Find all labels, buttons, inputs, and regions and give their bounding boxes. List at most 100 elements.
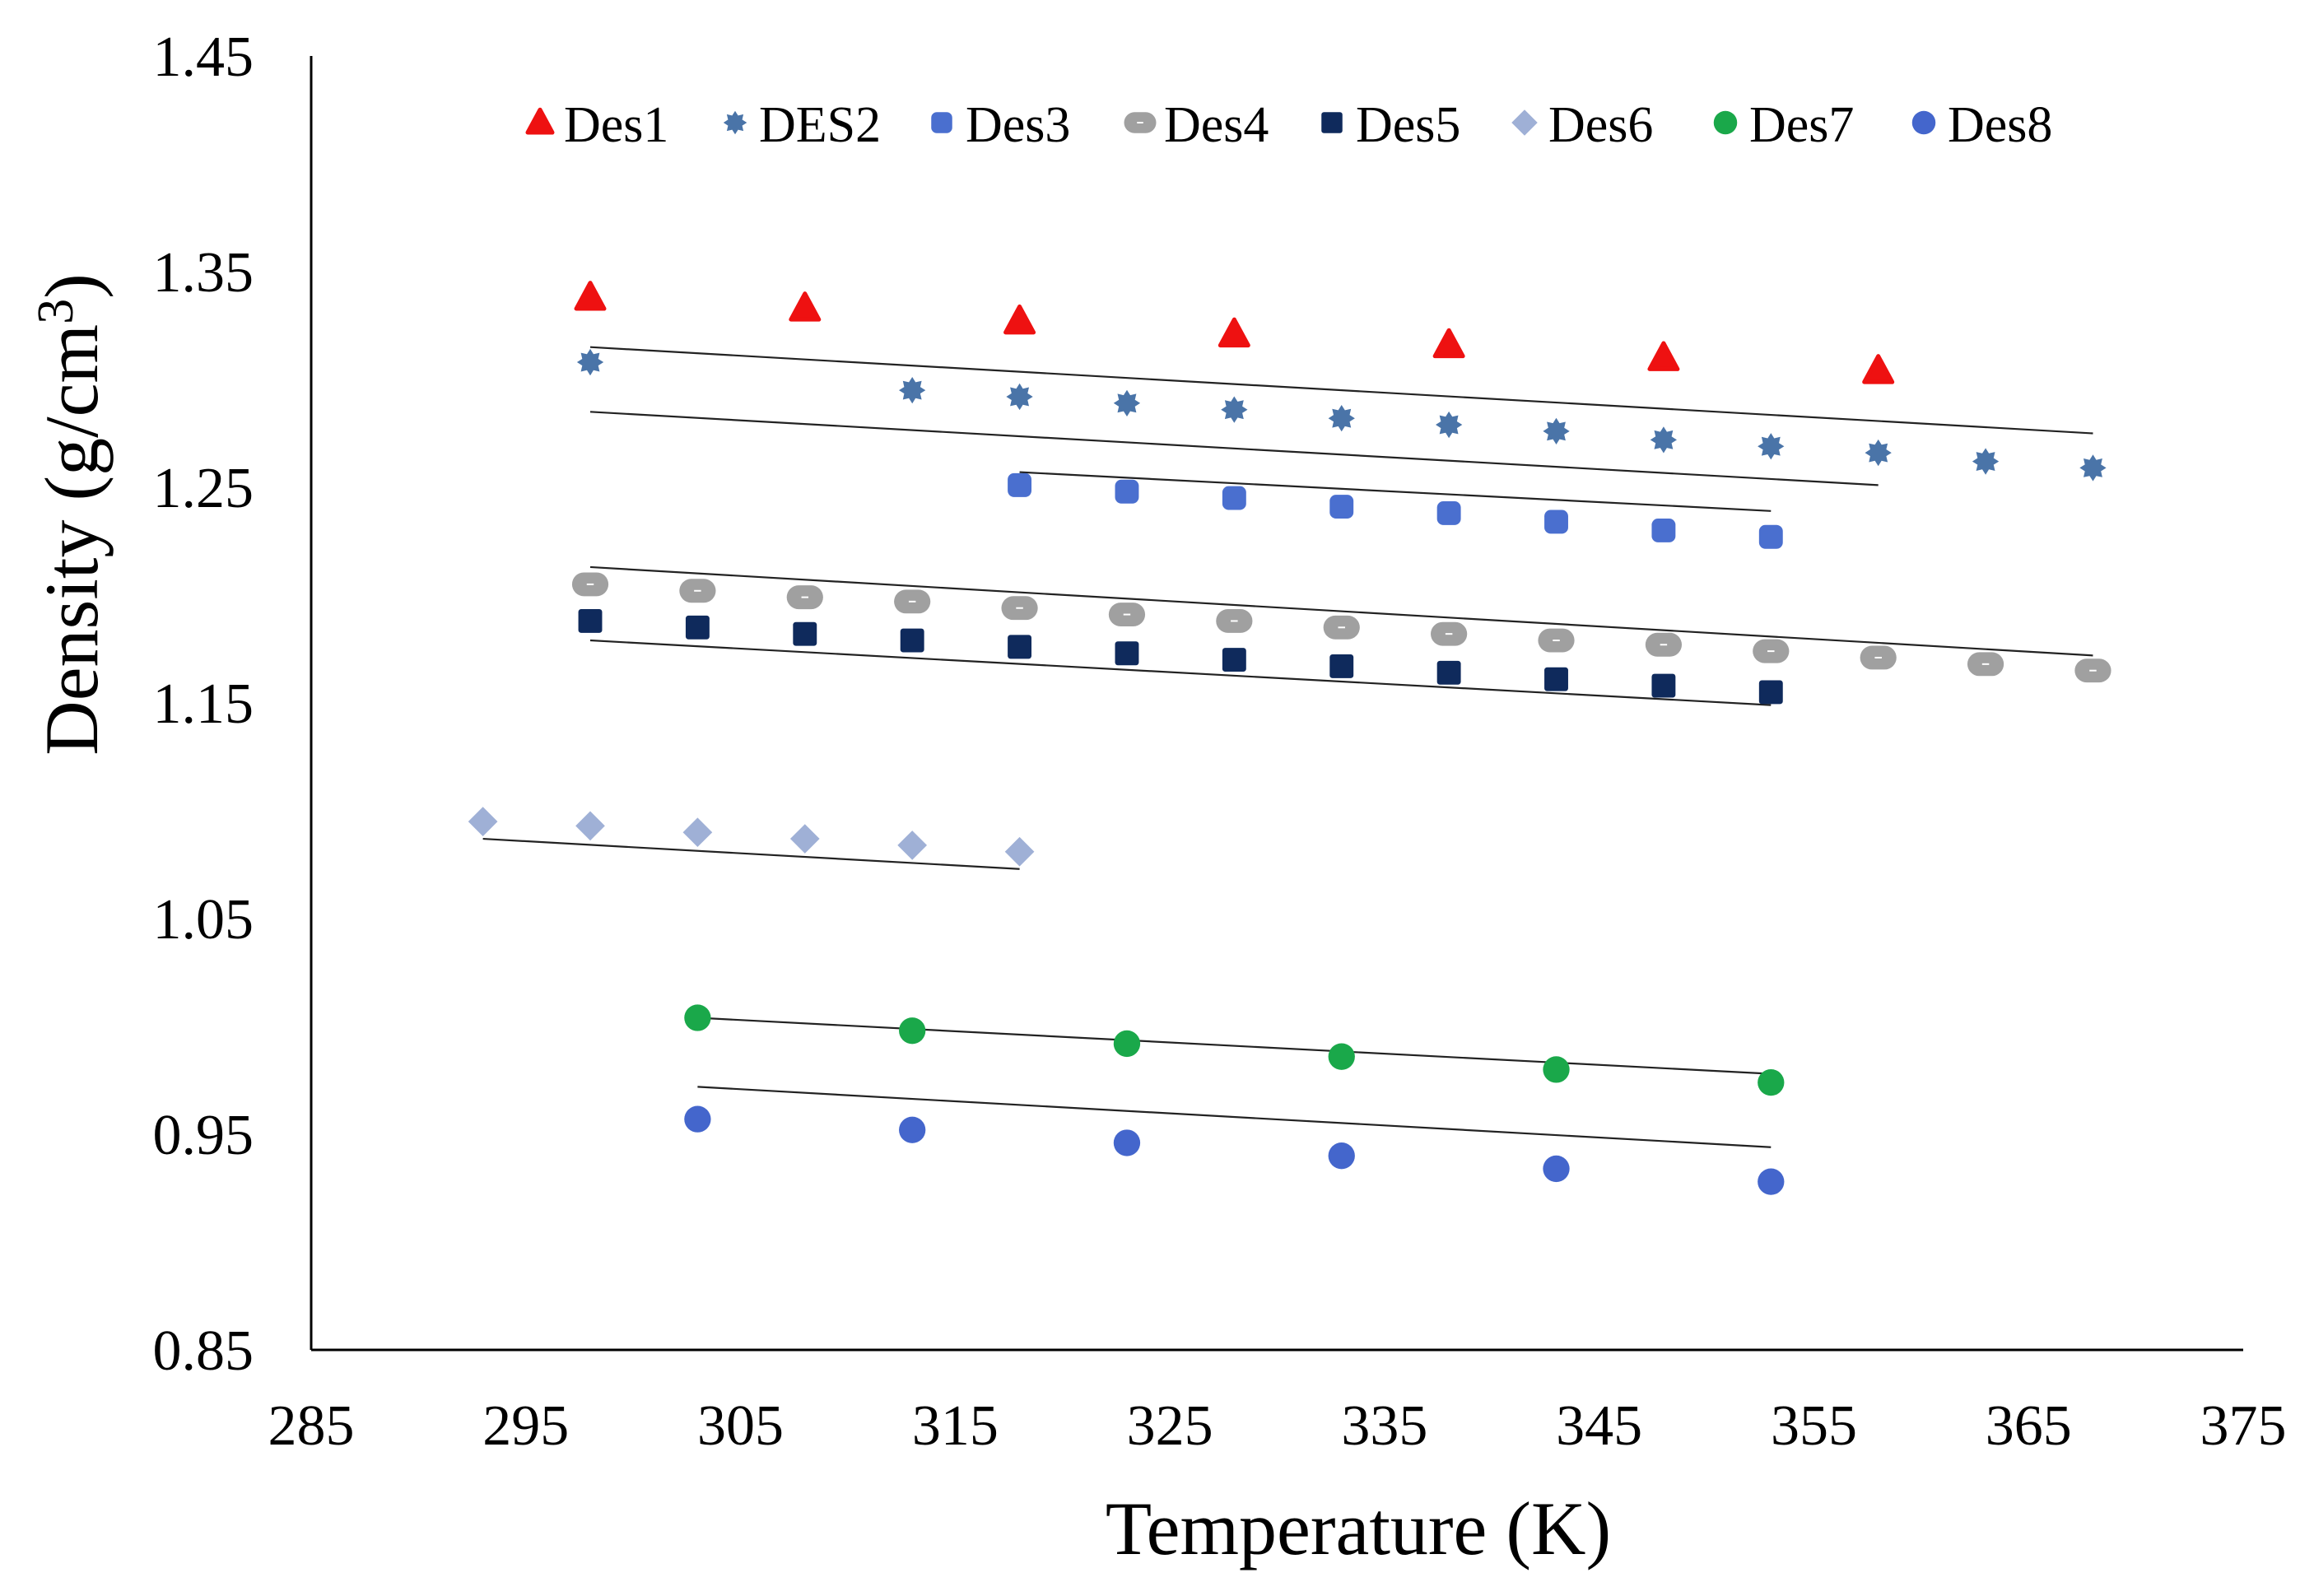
data-point-des5 (1436, 660, 1461, 685)
y-tick-label: 0.95 (153, 1104, 254, 1167)
trendline-des4 (589, 565, 2093, 657)
data-point-des4 (679, 579, 716, 603)
legend-item-des5: Des5 (1321, 97, 1460, 153)
data-point-des3 (1115, 479, 1139, 504)
trendline-des5 (589, 639, 1772, 706)
legend-item-des2: DES2 (723, 97, 881, 153)
data-point-des6 (897, 831, 928, 860)
data-point-des5 (793, 621, 817, 646)
data-point-des8 (684, 1105, 711, 1133)
data-point-des4 (1001, 596, 1038, 621)
data-point-des7 (1758, 1068, 1785, 1096)
data-point-des2 (899, 377, 926, 404)
data-point-des2 (576, 348, 604, 376)
legend-item-des3: Des3 (931, 97, 1070, 153)
axes (310, 56, 2243, 1352)
data-point-des2 (1758, 433, 1785, 460)
data-point-des3 (1651, 518, 1676, 542)
legend-item-des4: Des4 (1124, 97, 1269, 153)
data-point-des6 (468, 807, 498, 836)
data-point-des6 (1004, 836, 1035, 867)
trendline-des6 (482, 837, 1020, 870)
data-point-des6 (575, 811, 605, 841)
series-des4 (571, 572, 2111, 683)
legend-item-des8: Des8 (1911, 97, 2052, 153)
trendline-des3 (1019, 471, 1772, 512)
data-point-des4 (2074, 658, 2111, 683)
data-point-des4 (571, 572, 609, 597)
y-axis-title: Density (g/cm3) (28, 273, 114, 755)
trendline-des8 (697, 1086, 1772, 1148)
x-tick-labels: 285 295 305 315 325 335 345 355 365 375 (268, 1394, 2287, 1458)
data-point-des3 (1436, 500, 1461, 525)
data-point-des5 (1008, 635, 1032, 659)
y-axis-title-superscript: 3 (28, 299, 84, 324)
data-point-des4 (894, 589, 931, 614)
y-axis-title-close: ) (30, 273, 114, 299)
series-des6 (468, 807, 1035, 867)
y-axis-title-main: Density (g/cm (30, 324, 114, 756)
legend-label: Des8 (1948, 97, 2052, 153)
data-point-des8 (1758, 1168, 1785, 1195)
legend-label: Des3 (966, 97, 1070, 153)
data-point-des8 (1543, 1155, 1570, 1183)
y-tick-label: 0.85 (153, 1319, 254, 1383)
legend-marker-des5 (1321, 112, 1343, 133)
data-point-des7 (684, 1004, 711, 1031)
legend-label: Des4 (1164, 97, 1269, 153)
data-point-des1 (1647, 341, 1680, 371)
legend-label: Des6 (1548, 97, 1653, 153)
legend-label: Des7 (1749, 97, 1854, 153)
legend-label: Des5 (1356, 97, 1460, 153)
x-tick-label: 345 (1556, 1394, 1642, 1458)
legend-item-des7: Des7 (1713, 97, 1854, 153)
data-point-des3 (1544, 510, 1568, 534)
data-point-des2 (1650, 426, 1677, 454)
legend-marker-des6 (1511, 109, 1538, 136)
data-point-des1 (574, 281, 607, 311)
trendline-des7 (697, 1017, 1772, 1075)
data-point-des4 (1645, 632, 1682, 657)
series-des1 (574, 281, 1895, 384)
data-point-des4 (1431, 621, 1468, 646)
x-tick-label: 325 (1127, 1394, 1213, 1458)
data-point-des5 (685, 615, 710, 640)
y-tick-label: 1.15 (153, 672, 254, 736)
y-tick-label: 1.45 (153, 26, 254, 89)
data-point-des1 (1003, 304, 1036, 335)
series-des5 (578, 608, 1783, 705)
x-tick-label: 305 (697, 1394, 784, 1458)
x-tick-label: 315 (912, 1394, 999, 1458)
y-tick-label: 1.25 (153, 457, 254, 520)
data-point-des5 (1115, 641, 1139, 666)
legend: Des1 DES2 Des3 Des4 Des5 Des6 Des7 Des8 (525, 97, 2052, 153)
legend-marker-des2 (723, 110, 747, 135)
data-point-des7 (899, 1017, 926, 1045)
data-point-des4 (1967, 652, 2004, 677)
data-point-des4 (1860, 645, 1897, 670)
data-point-des4 (1216, 608, 1253, 633)
trendline-des2 (589, 411, 1879, 486)
data-point-des3 (1329, 495, 1354, 519)
series-des8 (684, 1105, 1785, 1195)
legend-marker-des3 (931, 112, 952, 133)
data-point-des2 (1436, 411, 1463, 439)
data-point-des2 (1113, 389, 1141, 416)
data-point-des3 (1222, 486, 1246, 510)
legend-item-des6: Des6 (1511, 97, 1653, 153)
x-tick-label: 285 (268, 1394, 355, 1458)
data-point-des5 (1758, 680, 1783, 705)
x-tick-label: 375 (2200, 1394, 2287, 1458)
data-point-des4 (1108, 603, 1146, 627)
x-tick-label: 365 (1986, 1394, 2072, 1458)
legend-marker-des8 (1911, 110, 1936, 135)
data-points (468, 281, 2111, 1195)
data-point-des4 (1538, 628, 1575, 653)
series-des2 (576, 348, 2107, 482)
data-point-des2 (1006, 383, 1033, 411)
y-tick-label: 1.05 (153, 888, 254, 952)
legend-marker-des4 (1124, 112, 1157, 133)
data-point-des3 (1758, 524, 1783, 549)
data-point-des4 (1323, 615, 1360, 640)
